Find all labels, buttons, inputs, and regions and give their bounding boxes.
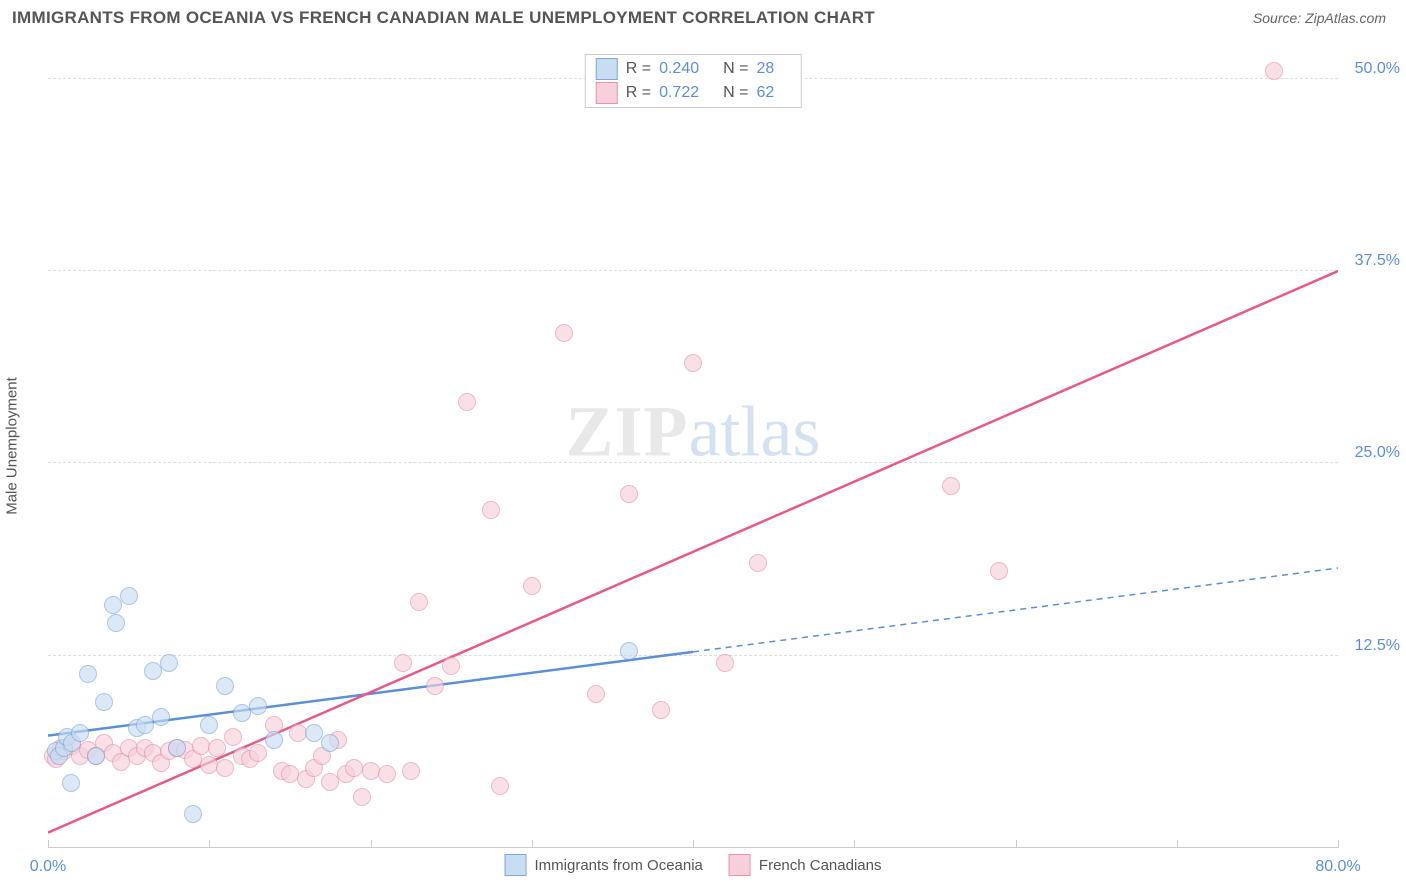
y-tick-label: 12.5% <box>1355 637 1400 655</box>
data-point <box>62 774 80 792</box>
legend-swatch <box>596 58 618 80</box>
data-point <box>79 665 97 683</box>
data-point <box>942 477 960 495</box>
legend-row: R = 0.240 N = 28 <box>596 57 791 81</box>
data-point <box>160 654 178 672</box>
data-point <box>265 731 283 749</box>
data-point <box>587 685 605 703</box>
x-tick-label: 80.0% <box>1315 858 1360 876</box>
x-tick-label: 0.0% <box>30 858 66 876</box>
data-point <box>104 596 122 614</box>
data-point <box>402 762 420 780</box>
legend-item: French Canadians <box>729 854 882 876</box>
x-tick <box>854 840 855 848</box>
data-point <box>426 677 444 695</box>
legend-label: French Canadians <box>759 857 882 874</box>
x-tick <box>48 840 49 848</box>
legend-swatch <box>596 82 618 104</box>
data-point <box>321 734 339 752</box>
legend-r-value: 0.722 <box>659 84 699 102</box>
data-point <box>620 642 638 660</box>
y-tick-label: 50.0% <box>1355 60 1400 78</box>
legend-item: Immigrants from Oceania <box>505 854 703 876</box>
data-point <box>652 701 670 719</box>
data-point <box>152 708 170 726</box>
x-tick <box>371 840 372 848</box>
x-tick <box>1016 840 1017 848</box>
data-point <box>95 693 113 711</box>
chart-title: IMMIGRANTS FROM OCEANIA VS FRENCH CANADI… <box>12 8 875 28</box>
data-point <box>345 759 363 777</box>
watermark: ZIPatlas <box>566 391 821 474</box>
data-point <box>990 562 1008 580</box>
data-point <box>249 697 267 715</box>
legend-r-label: R = <box>626 84 651 102</box>
data-point <box>1265 62 1283 80</box>
legend-label: Immigrants from Oceania <box>535 857 703 874</box>
trend-lines <box>48 48 1338 848</box>
data-point <box>216 677 234 695</box>
data-point <box>378 765 396 783</box>
legend-r-label: R = <box>626 60 651 78</box>
plot-area: ZIPatlas 12.5%25.0%37.5%50.0%0.0%80.0%R … <box>48 48 1338 848</box>
chart-area: ZIPatlas 12.5%25.0%37.5%50.0%0.0%80.0%R … <box>48 48 1338 848</box>
chart-source: Source: ZipAtlas.com <box>1253 10 1386 26</box>
data-point <box>200 756 218 774</box>
data-point <box>442 657 460 675</box>
x-tick <box>209 840 210 848</box>
data-point <box>216 759 234 777</box>
gridline <box>48 655 1338 656</box>
data-point <box>410 593 428 611</box>
legend-n-label: N = <box>723 60 748 78</box>
gridline <box>48 462 1338 463</box>
data-point <box>224 728 242 746</box>
data-point <box>482 501 500 519</box>
legend-swatch <box>505 854 527 876</box>
data-point <box>491 777 509 795</box>
data-point <box>684 354 702 372</box>
data-point <box>305 724 323 742</box>
legend-n-label: N = <box>723 84 748 102</box>
data-point <box>168 739 186 757</box>
data-point <box>184 805 202 823</box>
data-point <box>353 788 371 806</box>
legend-r-value: 0.240 <box>659 60 699 78</box>
data-point <box>620 485 638 503</box>
x-tick <box>1177 840 1178 848</box>
x-tick <box>532 840 533 848</box>
data-point <box>107 614 125 632</box>
legend-swatch <box>729 854 751 876</box>
data-point <box>71 724 89 742</box>
legend-n-value: 28 <box>756 60 774 78</box>
data-point <box>555 324 573 342</box>
y-tick-label: 37.5% <box>1355 252 1400 270</box>
data-point <box>200 716 218 734</box>
legend-series: Immigrants from Oceania French Canadians <box>505 854 882 876</box>
data-point <box>249 744 267 762</box>
data-point <box>394 654 412 672</box>
legend-correlation: R = 0.240 N = 28 R = 0.722 N = 62 <box>585 54 802 108</box>
data-point <box>458 393 476 411</box>
y-tick-label: 25.0% <box>1355 444 1400 462</box>
data-point <box>716 654 734 672</box>
x-tick <box>693 840 694 848</box>
data-point <box>362 762 380 780</box>
data-point <box>120 587 138 605</box>
data-point <box>87 747 105 765</box>
legend-n-value: 62 <box>756 84 774 102</box>
chart-header: IMMIGRANTS FROM OCEANIA VS FRENCH CANADI… <box>0 0 1406 32</box>
legend-row: R = 0.722 N = 62 <box>596 81 791 105</box>
x-tick <box>1338 840 1339 848</box>
data-point <box>523 577 541 595</box>
gridline <box>48 270 1338 271</box>
data-point <box>208 739 226 757</box>
y-axis-label: Male Unemployment <box>4 377 21 515</box>
data-point <box>749 554 767 572</box>
